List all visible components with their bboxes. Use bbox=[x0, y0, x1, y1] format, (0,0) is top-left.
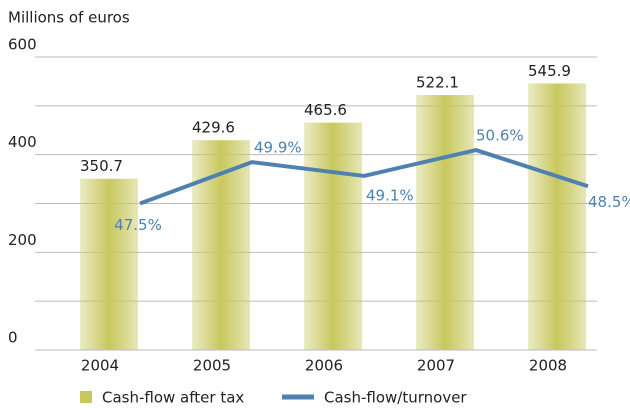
bar bbox=[416, 95, 474, 350]
value-label: 465.6 bbox=[304, 101, 347, 119]
x-tick-label: 2006 bbox=[305, 357, 343, 375]
line-series bbox=[139, 148, 589, 206]
axis-title: Millions of euros bbox=[8, 9, 130, 27]
value-label: 350.7 bbox=[80, 157, 123, 175]
value-label: 429.6 bbox=[192, 119, 235, 137]
y-tick-label: 0 bbox=[8, 329, 18, 347]
value-label: 49.9% bbox=[254, 139, 302, 157]
value-label: 522.1 bbox=[416, 74, 459, 92]
legend-label: Cash-flow after tax bbox=[102, 389, 244, 407]
y-tick-label: 600 bbox=[8, 36, 37, 54]
bar bbox=[80, 178, 138, 350]
x-tick-label: 2004 bbox=[81, 357, 119, 375]
value-label: 50.6% bbox=[476, 127, 524, 145]
legend-marker bbox=[80, 391, 92, 403]
value-label: 47.5% bbox=[114, 216, 162, 234]
y-tick-label: 400 bbox=[8, 133, 37, 151]
legend-label: Cash-flow/turnover bbox=[324, 389, 467, 407]
bar bbox=[304, 122, 362, 350]
x-tick-label: 2007 bbox=[417, 357, 455, 375]
x-tick-label: 2008 bbox=[529, 357, 567, 375]
value-label: 49.1% bbox=[366, 186, 414, 204]
value-label: 48.5% bbox=[588, 193, 630, 211]
x-tick-label: 2005 bbox=[193, 357, 231, 375]
value-label: 545.9 bbox=[528, 62, 571, 80]
bar bbox=[528, 83, 586, 351]
y-tick-label: 200 bbox=[8, 231, 37, 249]
